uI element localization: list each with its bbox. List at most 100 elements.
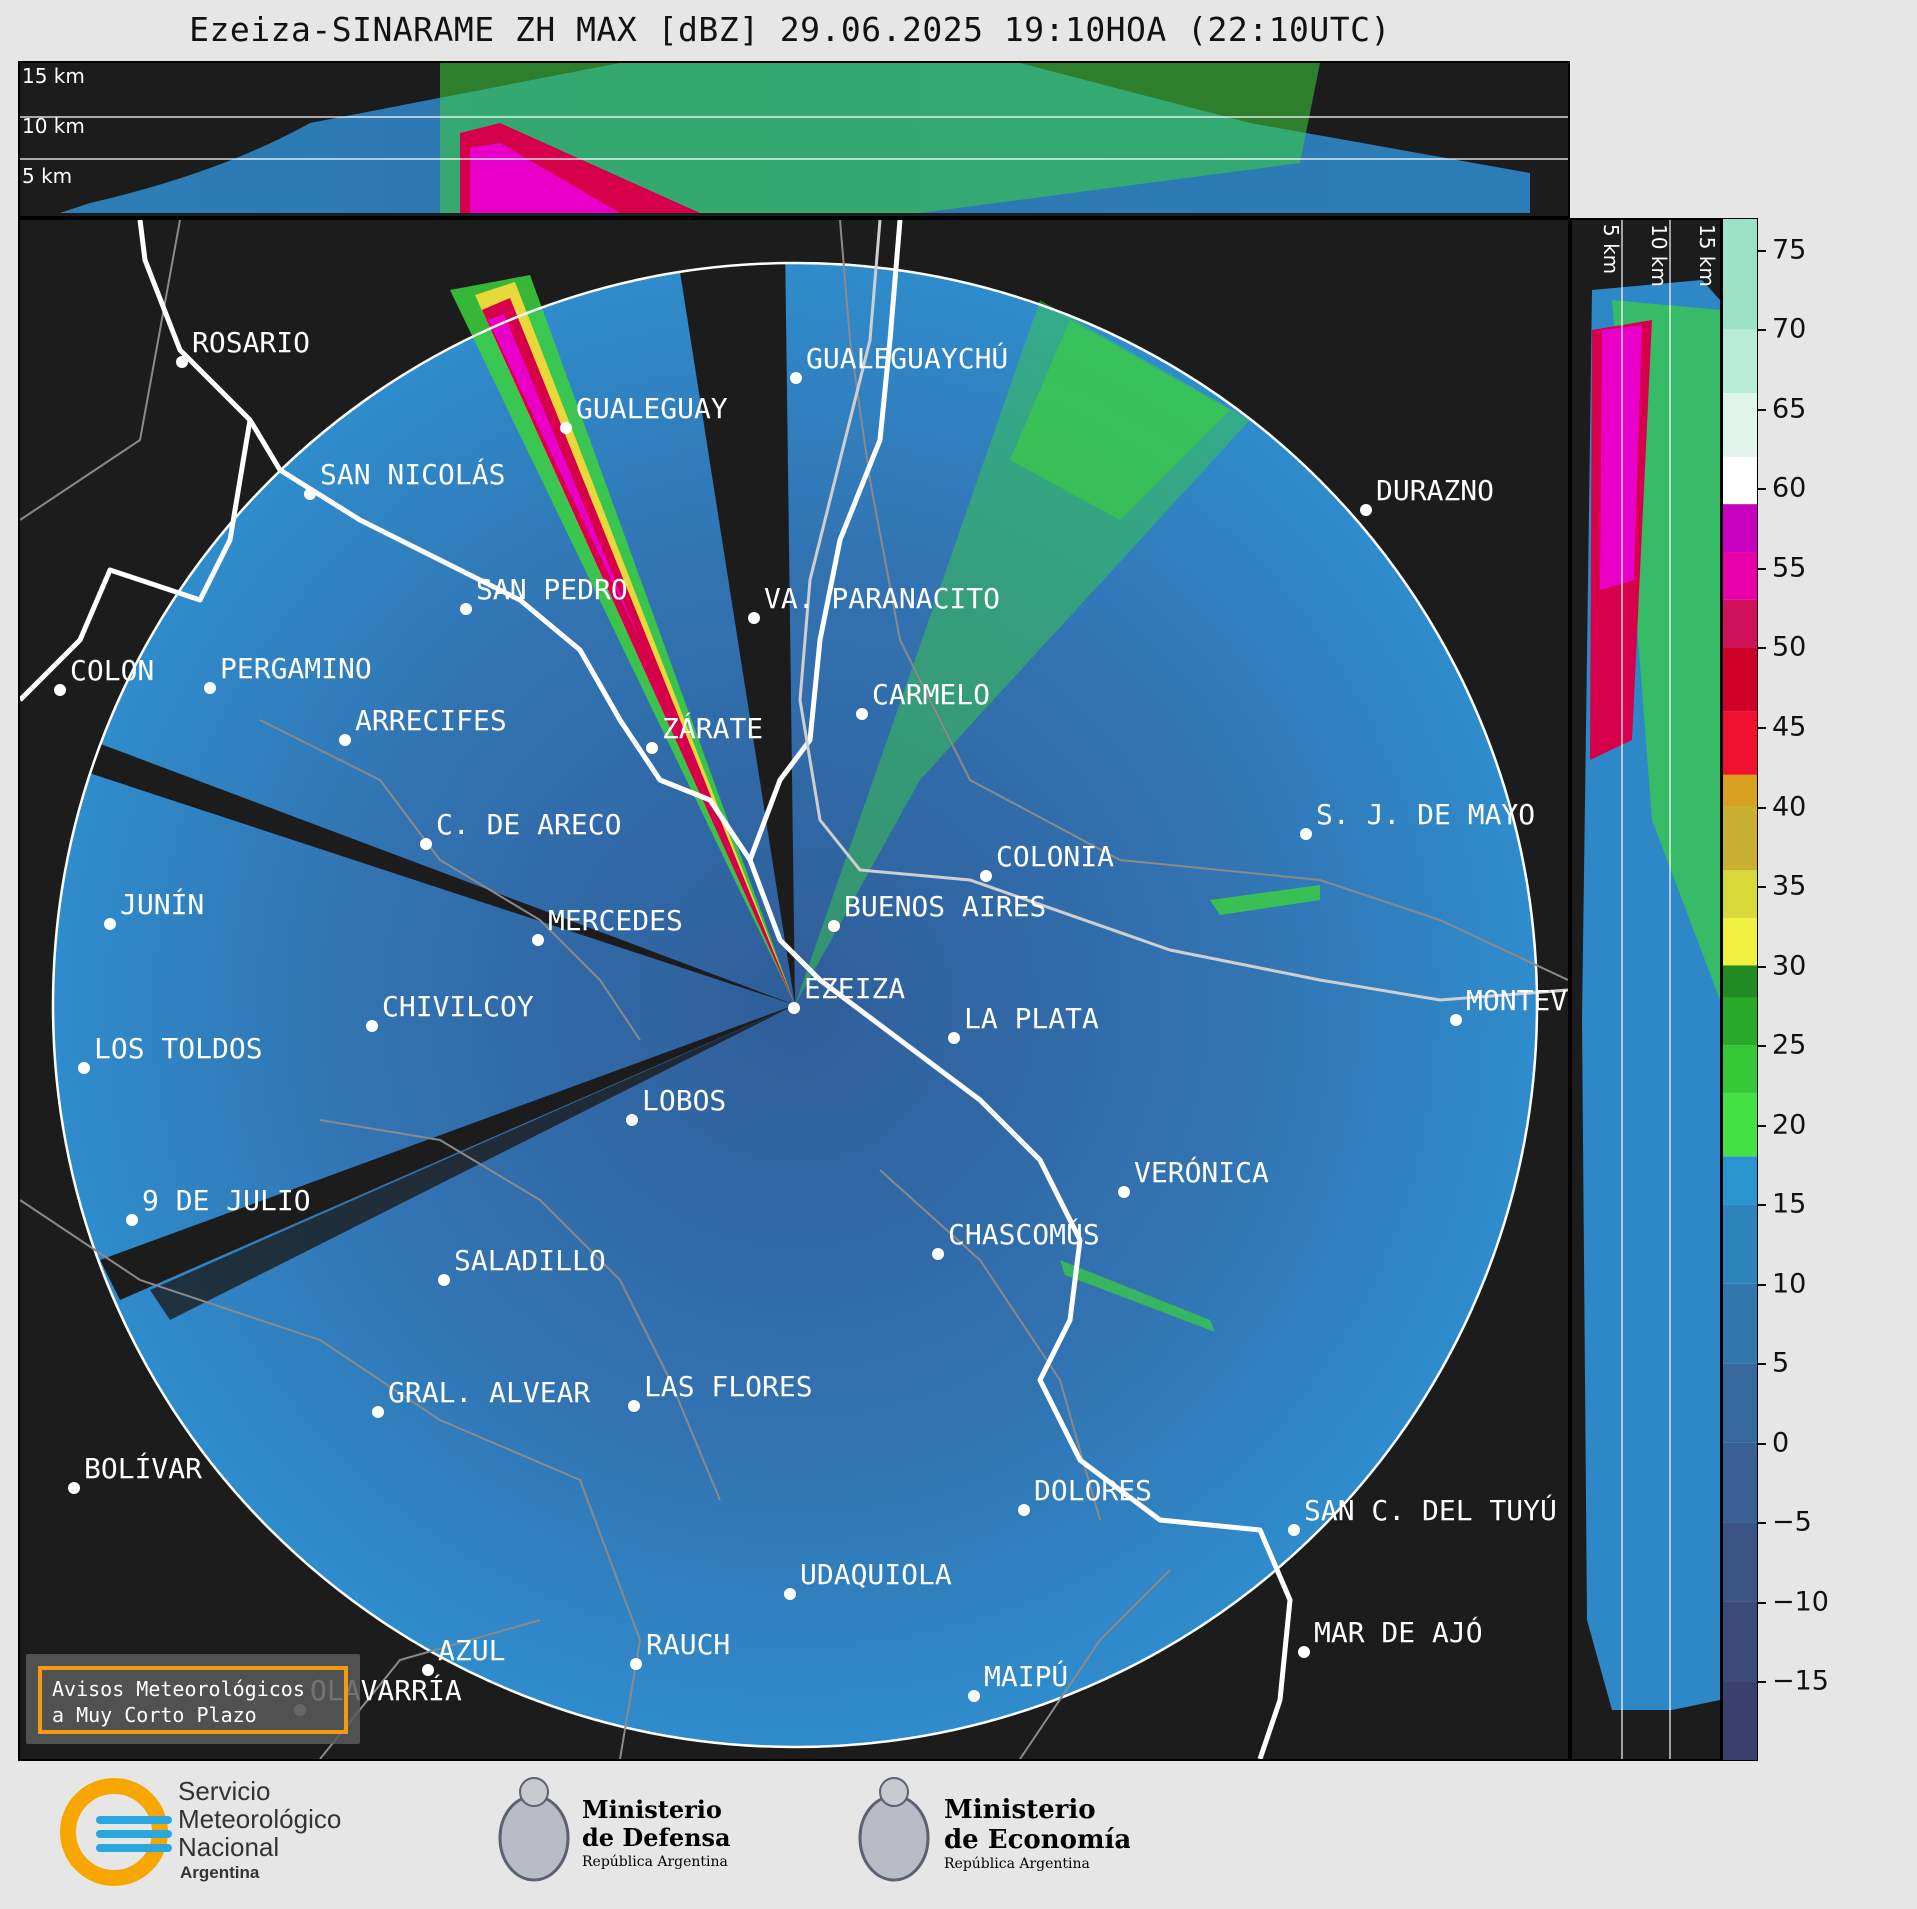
colorbar-tick bbox=[1758, 1681, 1766, 1684]
svg-text:AZUL: AZUL bbox=[438, 1634, 505, 1667]
city-marker: MERCEDES bbox=[532, 904, 683, 946]
colorbar-tick bbox=[1758, 1283, 1766, 1286]
colorbar-band bbox=[1722, 456, 1758, 505]
svg-text:C. DE ARECO: C. DE ARECO bbox=[436, 808, 621, 841]
smn-logo-text: Nacional bbox=[178, 1832, 279, 1862]
city-marker: C. DE ARECO bbox=[420, 808, 621, 850]
colorbar-tick-label: 65 bbox=[1772, 393, 1807, 425]
colorbar-tick-label: 35 bbox=[1772, 870, 1807, 902]
colorbar-tick-label: −10 bbox=[1772, 1586, 1829, 1618]
colorbar-band bbox=[1722, 504, 1758, 553]
echo-northeast-strong bbox=[1010, 320, 1230, 520]
svg-text:LAS FLORES: LAS FLORES bbox=[644, 1370, 813, 1403]
defensa-logo-text: República Argentina bbox=[582, 1854, 728, 1870]
svg-text:MONTEVIDEO: MONTEVIDEO bbox=[1466, 984, 1568, 1017]
svg-text:VERÓNICA: VERÓNICA bbox=[1134, 1155, 1269, 1189]
colorbar-tick-label: 40 bbox=[1772, 791, 1807, 823]
coastline bbox=[20, 220, 1293, 1759]
city-marker: SAN PEDRO bbox=[460, 573, 628, 615]
colorbar-tick bbox=[1758, 1522, 1766, 1525]
svg-text:GRAL. ALVEAR: GRAL. ALVEAR bbox=[388, 1376, 590, 1409]
colorbar-tick-label: −15 bbox=[1772, 1665, 1829, 1697]
colorbar-band bbox=[1722, 965, 1758, 966]
city-marker: COLONIA bbox=[980, 840, 1114, 882]
svg-text:UDAQUIOLA: UDAQUIOLA bbox=[800, 1558, 952, 1591]
top-echo-green bbox=[440, 63, 1320, 213]
city-marker: BOLÍVAR bbox=[68, 1451, 202, 1494]
colorbar-band bbox=[1722, 504, 1758, 505]
city-marker: RAUCH bbox=[630, 1628, 730, 1670]
colorbar-tick bbox=[1758, 1204, 1766, 1207]
colorbar-tick-label: 20 bbox=[1772, 1109, 1807, 1141]
colorbar-band bbox=[1722, 997, 1758, 1046]
city-marker: VA. PARANACITO bbox=[748, 582, 1000, 624]
colorbar-tick-label: 75 bbox=[1772, 234, 1807, 266]
svg-text:GUALEGUAY: GUALEGUAY bbox=[576, 392, 728, 425]
svg-text:VA. PARANACITO: VA. PARANACITO bbox=[764, 582, 1000, 615]
colorbar-tick-label: 10 bbox=[1772, 1268, 1807, 1300]
economia-logo-text: Ministerio bbox=[944, 1795, 1096, 1825]
colorbar-tick-label: 0 bbox=[1772, 1427, 1790, 1459]
colorbar-band bbox=[1722, 1156, 1758, 1205]
city-marker: LAS FLORES bbox=[628, 1370, 813, 1412]
svg-text:DOLORES: DOLORES bbox=[1034, 1474, 1152, 1507]
colorbar-tick bbox=[1758, 567, 1766, 570]
city-marker: DURAZNO bbox=[1360, 474, 1494, 516]
colorbar-band bbox=[1722, 218, 1758, 330]
svg-text:RAUCH: RAUCH bbox=[646, 1628, 730, 1661]
echo-squall-core bbox=[488, 314, 640, 640]
city-marker: LA PLATA bbox=[948, 1002, 1099, 1044]
colorbar-band bbox=[1722, 1204, 1758, 1284]
colorbar-tick-label: 70 bbox=[1772, 313, 1807, 345]
colorbar-tick bbox=[1758, 408, 1766, 411]
city-markers: ROSARIO GUALEGUAYCHÚ GUALEGUAY SAN NICOL… bbox=[54, 326, 1568, 1716]
colorbar-tick-label: −5 bbox=[1772, 1506, 1812, 1538]
colorbar-band bbox=[1722, 1601, 1758, 1682]
svg-text:MERCEDES: MERCEDES bbox=[548, 904, 683, 937]
colorbar-band bbox=[1722, 774, 1758, 776]
smn-logo-text: Servicio bbox=[178, 1776, 270, 1806]
colorbar-band bbox=[1722, 647, 1758, 712]
colorbar-band bbox=[1722, 711, 1758, 775]
svg-text:EZEIZA: EZEIZA bbox=[804, 972, 905, 1005]
smn-logo: Servicio Meteorológico Nacional Argentin… bbox=[56, 1770, 396, 1900]
svg-text:MAR DE AJÓ: MAR DE AJÓ bbox=[1314, 1615, 1483, 1649]
city-marker: BUENOS AIRES bbox=[828, 890, 1046, 932]
city-marker: GUALEGUAY bbox=[560, 392, 728, 434]
city-marker: ZÁRATE bbox=[646, 711, 763, 754]
echo-east-streak bbox=[1210, 885, 1320, 915]
city-marker: GUALEGUAYCHÚ bbox=[790, 341, 1008, 384]
city-marker: COLON bbox=[54, 654, 154, 696]
smn-logo-text: Argentina bbox=[180, 1863, 260, 1882]
right-cross-section-panel: 5 km 10 km 15 km bbox=[1570, 218, 1722, 1761]
svg-text:DURAZNO: DURAZNO bbox=[1376, 474, 1494, 507]
city-marker: SALADILLO bbox=[438, 1244, 606, 1286]
svg-text:SAN NICOLÁS: SAN NICOLÁS bbox=[320, 457, 505, 491]
echo-squall-red bbox=[482, 298, 795, 1005]
colorbar-band bbox=[1722, 329, 1758, 393]
economia-logo-text: República Argentina bbox=[944, 1856, 1090, 1872]
svg-text:CHASCOMÚS: CHASCOMÚS bbox=[948, 1217, 1100, 1251]
top-altitude-label: 5 km bbox=[22, 164, 72, 188]
colorbar-band bbox=[1722, 1522, 1758, 1602]
svg-text:COLONIA: COLONIA bbox=[996, 840, 1114, 873]
city-marker: SAN C. DEL TUYÚ bbox=[1288, 1493, 1557, 1536]
city-marker: GRAL. ALVEAR bbox=[372, 1376, 590, 1418]
city-marker: CARMELO bbox=[856, 678, 990, 720]
colorbar-tick bbox=[1758, 1363, 1766, 1366]
city-marker: UDAQUIOLA bbox=[784, 1558, 952, 1600]
colorbar-tick bbox=[1758, 886, 1766, 889]
svg-text:ROSARIO: ROSARIO bbox=[192, 326, 310, 359]
city-marker: S. J. DE MAYO bbox=[1300, 798, 1535, 840]
warning-box[interactable]: Avisos Meteorológicos a Muy Corto Plazo bbox=[26, 1654, 360, 1744]
chart-title: Ezeiza-SINARAME ZH MAX [dBZ] 29.06.2025 … bbox=[189, 10, 1391, 49]
city-marker: AZUL bbox=[422, 1634, 505, 1676]
colorbar-band bbox=[1722, 806, 1758, 871]
city-marker: SAN NICOLÁS bbox=[304, 457, 505, 500]
economia-logo-text: de Economía bbox=[944, 1825, 1130, 1855]
svg-text:CARMELO: CARMELO bbox=[872, 678, 990, 711]
top-altitude-label: 15 km bbox=[22, 64, 85, 88]
city-marker: LOBOS bbox=[626, 1084, 726, 1126]
city-marker: MAR DE AJÓ bbox=[1298, 1615, 1483, 1658]
colorbar-tick-label: 45 bbox=[1772, 711, 1807, 743]
